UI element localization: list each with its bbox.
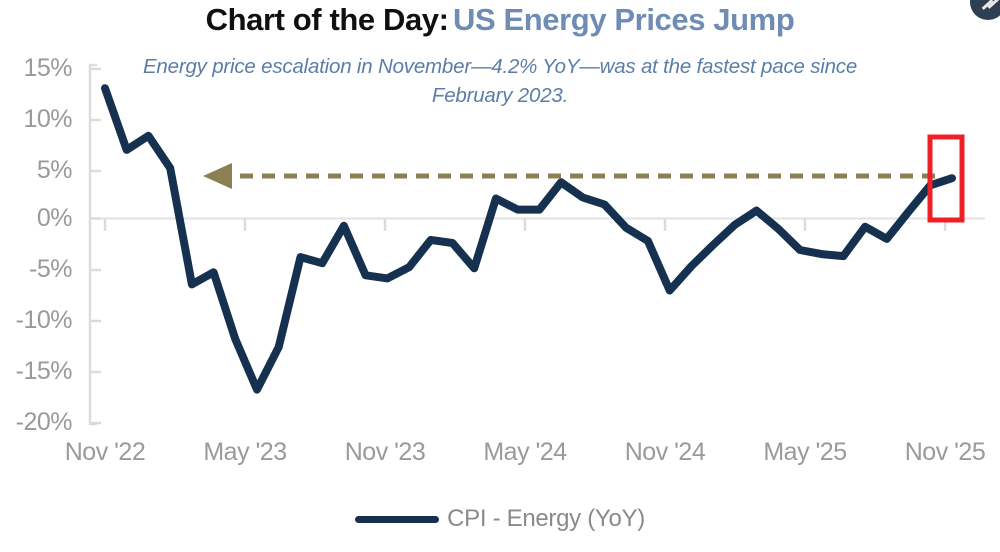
y-tick-label: -10% [15,306,73,334]
x-tick-label: May '24 [483,438,567,466]
x-axis-ticks [103,218,947,231]
y-tick-label: -5% [29,255,72,283]
x-tick-label: May '23 [203,438,287,466]
series-cpi-energy [101,84,956,394]
chart-subtitle: Energy price escalation in November—4.2%… [142,55,858,107]
y-tick-label: -15% [15,357,73,385]
y-tick-label: 0% [36,204,73,232]
y-tick-label: 15% [23,54,72,82]
y-tick-label: 5% [36,156,73,184]
x-tick-label: Nov '24 [624,438,706,466]
legend-label-cpi-energy: CPI - Energy (YoY) [447,505,645,532]
chart-legend: CPI - Energy (YoY) [0,505,1000,533]
x-tick-label: Nov '22 [64,438,146,466]
x-tick-label: Nov '23 [344,438,426,466]
legend-swatch-cpi-energy [355,515,440,523]
annotation-arrow [203,163,940,189]
corner-badge-icon [970,0,1000,20]
page-title: Chart of the Day: US Energy Prices Jump [0,2,1000,38]
title-prefix: Chart of the Day: [205,2,449,37]
y-axis [88,63,101,426]
x-tick-label: Nov '25 [904,438,986,466]
highlight-box [927,134,965,223]
y-tick-label: -20% [15,408,73,436]
y-tick-label: 10% [23,105,72,133]
title-accent: US Energy Prices Jump [453,2,795,37]
x-tick-label: May '25 [763,438,847,466]
